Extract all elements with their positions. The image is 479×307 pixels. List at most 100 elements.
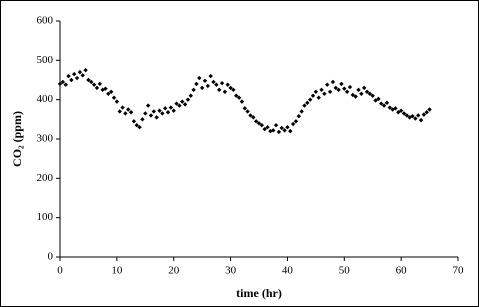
- data-point: [290, 121, 296, 127]
- data-point: [151, 109, 157, 114]
- data-point: [381, 103, 387, 108]
- x-tick-label: 70: [453, 265, 465, 277]
- data-point: [106, 91, 111, 96]
- x-tick-label: 0: [57, 265, 63, 277]
- data-point: [231, 87, 236, 93]
- data-point: [60, 79, 66, 85]
- data-point: [137, 125, 142, 130]
- data-point: [387, 105, 392, 110]
- x-tick-label: 30: [225, 265, 237, 277]
- data-point: [202, 78, 208, 83]
- data-point: [236, 95, 242, 100]
- data-point: [376, 96, 381, 102]
- data-point: [245, 109, 250, 114]
- data-point: [126, 107, 131, 112]
- data-point: [199, 85, 205, 91]
- y-tick-label: 400: [37, 93, 54, 105]
- data-point: [86, 77, 91, 83]
- data-point: [333, 85, 338, 91]
- data-point: [316, 95, 321, 100]
- data-point: [145, 103, 151, 108]
- data-point: [219, 80, 225, 86]
- data-point: [57, 81, 63, 87]
- data-point: [180, 99, 185, 104]
- data-point: [393, 106, 398, 111]
- data-point: [347, 84, 353, 90]
- data-point: [228, 85, 233, 91]
- data-point: [114, 99, 120, 104]
- data-point: [222, 89, 228, 94]
- data-point: [108, 89, 114, 94]
- data-point: [128, 110, 134, 115]
- data-point: [154, 115, 159, 120]
- data-point: [407, 115, 412, 120]
- data-point: [421, 112, 427, 117]
- data-point: [262, 126, 267, 132]
- data-point: [111, 95, 117, 100]
- data-point: [325, 82, 330, 87]
- data-point: [339, 81, 344, 87]
- data-point: [205, 83, 211, 89]
- data-point: [410, 113, 415, 119]
- data-point: [177, 103, 182, 108]
- y-tick-label: 200: [37, 172, 54, 184]
- data-point: [285, 125, 290, 130]
- data-point: [80, 73, 85, 78]
- data-point: [398, 108, 404, 113]
- y-tick-label: 500: [37, 54, 54, 66]
- data-point: [401, 111, 407, 116]
- data-point: [131, 119, 137, 124]
- data-point: [350, 92, 356, 98]
- data-point: [268, 128, 273, 134]
- data-point: [322, 91, 327, 96]
- data-point: [211, 79, 216, 85]
- x-tick-label: 20: [168, 265, 180, 277]
- data-point: [83, 67, 88, 73]
- y-axis-label: CO₂ (ppm): [10, 111, 24, 167]
- data-point: [120, 105, 125, 110]
- data-point: [160, 111, 165, 116]
- data-point: [259, 123, 265, 128]
- y-tick-label: 100: [37, 211, 54, 223]
- x-tick-label: 60: [396, 265, 408, 277]
- data-point: [342, 86, 347, 91]
- data-point: [214, 82, 219, 87]
- data-point: [77, 69, 83, 75]
- y-tick-label: 0: [48, 251, 54, 263]
- data-point: [319, 87, 324, 93]
- data-point: [367, 91, 373, 96]
- data-point: [182, 102, 188, 107]
- data-point: [148, 113, 154, 118]
- data-point: [327, 89, 333, 94]
- data-point: [72, 71, 77, 77]
- data-point: [97, 81, 102, 87]
- data-point: [379, 101, 384, 106]
- data-point: [225, 82, 230, 87]
- data-point: [413, 116, 418, 121]
- data-point: [234, 93, 239, 98]
- data-point: [103, 86, 108, 91]
- data-point: [404, 113, 410, 118]
- data-point: [373, 98, 378, 103]
- data-point: [197, 75, 202, 81]
- data-point: [168, 105, 174, 110]
- data-point: [305, 100, 310, 106]
- data-point: [353, 94, 358, 99]
- data-point: [134, 123, 139, 128]
- data-point: [89, 79, 94, 85]
- data-point: [427, 107, 432, 112]
- y-tick-label: 600: [37, 15, 54, 27]
- data-point: [100, 87, 105, 93]
- data-point: [140, 117, 145, 122]
- data-point: [282, 128, 287, 133]
- data-point: [171, 108, 176, 113]
- y-tick-label: 300: [37, 133, 54, 145]
- data-point: [336, 87, 341, 93]
- data-point: [288, 128, 293, 134]
- x-axis-label: time (hr): [236, 286, 282, 300]
- data-point: [208, 73, 213, 79]
- data-point: [74, 75, 80, 81]
- data-point: [356, 87, 361, 93]
